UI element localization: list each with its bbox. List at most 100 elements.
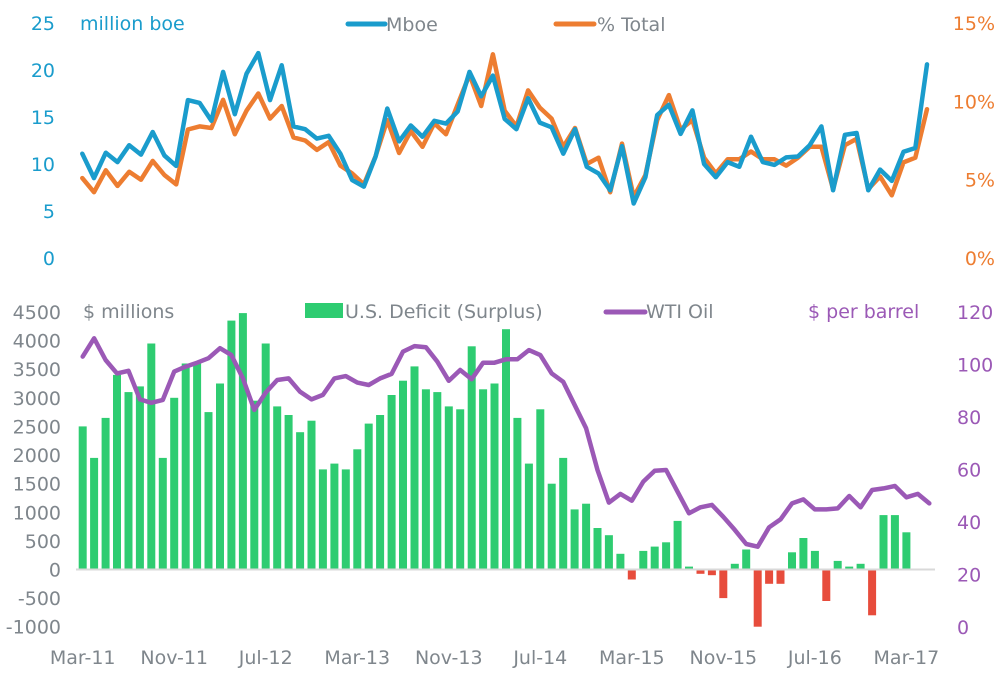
bar-deficit xyxy=(227,320,236,570)
bottom-left-tick-label: 500 xyxy=(25,531,61,553)
x-tick-label: Jul-14 xyxy=(512,647,567,669)
bar-surplus xyxy=(696,569,705,574)
bar-deficit xyxy=(238,313,247,570)
x-tick-label: Nov-13 xyxy=(415,647,483,669)
bar-deficit xyxy=(513,417,522,570)
bottom-right-tick-label: 0 xyxy=(957,617,969,639)
top-right-tick-label: 0% xyxy=(965,248,995,270)
bar-deficit xyxy=(101,417,110,570)
series-line-wti-oil xyxy=(80,336,932,549)
bar-deficit xyxy=(318,469,327,570)
legend-wti-label: WTI Oil xyxy=(646,301,714,323)
bar-deficit xyxy=(673,520,682,570)
bar-deficit xyxy=(582,503,591,570)
bar-deficit xyxy=(902,532,911,570)
bottom-chart: 450040003500300025002000150010005000-500… xyxy=(6,301,993,669)
bottom-right-tick-label: 40 xyxy=(957,512,981,534)
bar-surplus xyxy=(822,569,831,601)
legend-pct-total-label: % Total xyxy=(597,14,665,36)
bar-deficit xyxy=(524,463,533,570)
bottom-right-axis-title: $ per barrel xyxy=(808,301,919,323)
legend-deficit-label: U.S. Deficit (Surplus) xyxy=(345,301,543,323)
bar-deficit xyxy=(307,420,316,570)
x-tick-label: Mar-11 xyxy=(50,647,116,669)
top-left-tick-label: 25 xyxy=(31,13,55,35)
bar-deficit xyxy=(845,566,854,570)
top-left-tick-label: 20 xyxy=(31,60,55,82)
bar-deficit xyxy=(158,457,167,570)
bottom-left-tick-label: 2500 xyxy=(13,416,61,438)
x-tick-label: Mar-15 xyxy=(599,647,665,669)
bar-deficit xyxy=(833,560,842,570)
bar-deficit xyxy=(410,366,419,570)
bar-deficit xyxy=(593,528,602,570)
legend-deficit-swatch xyxy=(305,303,343,318)
bottom-left-tick-label: 2000 xyxy=(13,445,61,467)
top-left-tick-label: 5 xyxy=(43,201,55,223)
x-tick-label: Nov-15 xyxy=(690,647,758,669)
bar-deficit xyxy=(421,389,430,570)
bar-deficit xyxy=(399,380,407,570)
bar-deficit xyxy=(113,374,121,570)
x-tick-label: Jul-12 xyxy=(238,647,293,669)
bottom-left-tick-label: 0 xyxy=(49,560,61,582)
bar-deficit xyxy=(536,409,545,570)
legend-wti: WTI Oil xyxy=(603,301,714,323)
bottom-left-axis: 4500 4000 3500 3000 2500 2000 1500 1000 500 0 -500… xyxy=(6,302,61,639)
bar-deficit xyxy=(364,423,373,570)
bar-deficit xyxy=(490,383,499,570)
bar-deficit xyxy=(788,552,796,570)
bar-deficit xyxy=(639,550,648,570)
top-chart: 0 5 10 15 20 25 0% 5% 10% 15% million boe Mboe %… xyxy=(31,13,995,270)
legend-mboe: Mboe xyxy=(345,14,438,36)
bar-deficit xyxy=(559,457,568,570)
top-left-tick-label: 0 xyxy=(43,248,55,270)
bar-deficit xyxy=(685,566,693,570)
bar-deficit xyxy=(879,515,888,570)
x-tick-label: Mar-13 xyxy=(324,647,390,669)
bar-deficit xyxy=(353,449,362,570)
bar-deficit xyxy=(444,406,453,570)
bar-surplus xyxy=(868,569,877,616)
x-tick-label: Jul-16 xyxy=(787,647,842,669)
bar-deficit xyxy=(193,363,202,570)
bar-deficit xyxy=(135,386,144,570)
bar-deficit xyxy=(616,553,625,570)
bar-deficit xyxy=(330,463,339,570)
bar-deficit xyxy=(467,346,476,570)
bar-deficit xyxy=(742,549,751,570)
bar-deficit xyxy=(810,550,819,570)
bar-deficit xyxy=(890,515,899,570)
bottom-left-tick-label: 3500 xyxy=(13,359,61,381)
bar-surplus xyxy=(707,569,716,576)
bar-deficit xyxy=(856,563,865,570)
top-right-tick-label: 15% xyxy=(953,13,995,35)
bar-deficit xyxy=(479,389,488,570)
bar-deficit xyxy=(730,563,739,570)
bottom-right-axis: 120 100 80 60 40 20 0 xyxy=(957,302,993,639)
bottom-left-tick-label: 3000 xyxy=(13,388,61,410)
bar-surplus xyxy=(765,569,774,584)
legend-mboe-label: Mboe xyxy=(386,14,438,36)
bar-deficit xyxy=(650,546,659,570)
bar-surplus xyxy=(719,569,728,599)
bar-deficit xyxy=(181,363,190,570)
bar-deficit xyxy=(799,538,808,570)
bottom-left-axis-title: $ millions xyxy=(83,301,174,323)
bar-deficit xyxy=(273,406,282,570)
bar-deficit xyxy=(124,392,133,570)
bottom-left-tick-label: 1500 xyxy=(13,474,61,496)
series-line-pct-total xyxy=(80,52,930,200)
bar-deficit xyxy=(604,535,613,570)
top-right-tick-label: 10% xyxy=(953,91,995,113)
bottom-left-tick-label: 4000 xyxy=(13,331,61,353)
bottom-right-tick-label: 120 xyxy=(957,302,993,324)
bar-deficit xyxy=(204,412,213,570)
bottom-left-tick-label: 1000 xyxy=(13,502,61,524)
x-axis: Mar-11 Nov-11 Jul-12 Mar-13 Nov-13 Jul-14 Mar-… xyxy=(50,647,939,669)
bar-deficit xyxy=(147,343,156,570)
bottom-left-tick-label: -500 xyxy=(18,588,61,610)
legend-deficit: U.S. Deficit (Surplus) xyxy=(305,301,543,323)
top-left-axis-title: million boe xyxy=(80,13,185,35)
bar-deficit xyxy=(341,469,350,570)
